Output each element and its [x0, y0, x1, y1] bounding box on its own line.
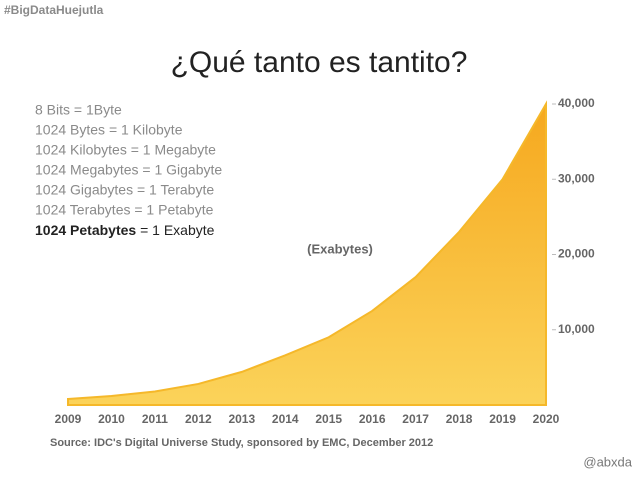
list-item: 1024 Petabytes = 1 Exabyte	[35, 222, 215, 238]
x-tick-label: 2017	[402, 412, 429, 426]
x-tick-label: 2014	[272, 412, 299, 426]
y-tick-label: 30,000	[558, 171, 595, 185]
annotation: (Exabytes)	[307, 241, 373, 256]
y-tick-label: 10,000	[558, 322, 595, 336]
y-tick-label: 20,000	[558, 247, 595, 261]
x-tick-label: 2012	[185, 412, 212, 426]
list-bold: 1024 Petabytes	[35, 222, 136, 238]
x-tick-label: 2011	[142, 412, 168, 426]
x-tick-label: 2018	[446, 412, 473, 426]
area	[67, 100, 547, 406]
x-tick-label: 2015	[315, 412, 342, 426]
x-tick-label: 2019	[489, 412, 516, 426]
hashtag: #BigDataHuejutla	[4, 3, 104, 17]
list-item: 1024 Gigabytes = 1 Terabyte	[35, 182, 214, 198]
source: Source: IDC's Digital Universe Study, sp…	[50, 437, 433, 449]
x-tick-label: 2010	[98, 412, 125, 426]
list-item: 1024 Bytes = 1 Kilobyte	[35, 122, 183, 138]
x-tick-label: 2009	[55, 412, 82, 426]
list-item: 1024 Kilobytes = 1 Megabyte	[35, 142, 216, 158]
x-tick-label: 2016	[359, 412, 386, 426]
list-item: 8 Bits = 1Byte	[35, 102, 122, 118]
y-tick-label: 40,000	[558, 96, 595, 110]
handle: @abxda	[583, 454, 632, 469]
list-item: 1024 Terabytes = 1 Petabyte	[35, 202, 214, 218]
slide-title: ¿Qué tanto es tantito?	[171, 46, 468, 79]
x-tick-label: 2013	[228, 412, 255, 426]
list-rest: = 1 Exabyte	[136, 222, 214, 238]
list-item: 1024 Megabytes = 1 Gigabyte	[35, 162, 222, 178]
x-tick-label: 2020	[533, 412, 560, 426]
